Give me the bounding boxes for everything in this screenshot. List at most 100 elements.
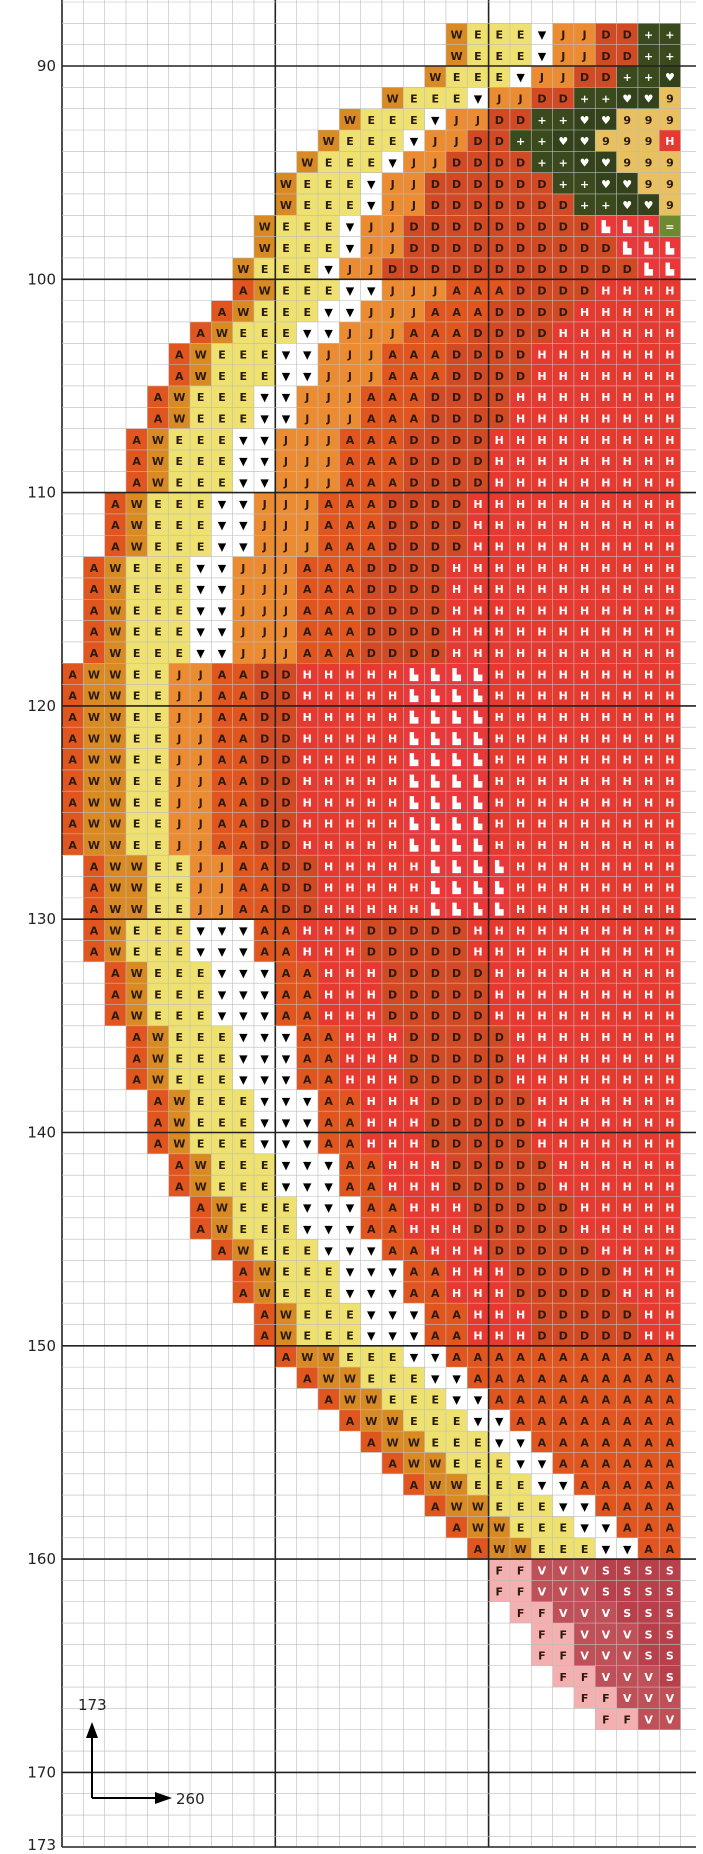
- stitch-cell: [573, 172, 596, 194]
- stitch-symbol: H: [303, 754, 312, 767]
- stitch-cell: [296, 364, 318, 386]
- stitch-symbol: H: [644, 818, 653, 831]
- stitch-cell: [445, 535, 468, 557]
- stitch-symbol: ▼: [538, 50, 547, 63]
- stitch-symbol: D: [409, 1031, 418, 1044]
- stitch-symbol: A: [666, 1436, 675, 1449]
- stitch-symbol: E: [496, 1458, 504, 1471]
- stitch-cell: [531, 215, 553, 237]
- stitch-cell: [253, 279, 276, 301]
- stitch-cell: [552, 66, 574, 88]
- stitch-cell: [573, 87, 596, 109]
- stitch-cell: [637, 855, 660, 877]
- stitch-cell: [488, 428, 510, 450]
- stitch-symbol: ▙: [430, 774, 440, 788]
- stitch-symbol: ▙: [473, 667, 483, 681]
- stitch-symbol: H: [559, 647, 568, 660]
- stitch-symbol: H: [303, 711, 312, 724]
- stitch-cell: [659, 855, 681, 877]
- stitch-symbol: D: [473, 1180, 482, 1193]
- stitch-symbol: H: [452, 583, 461, 596]
- stitch-cell: [339, 492, 361, 514]
- stitch-symbol: E: [240, 391, 248, 404]
- stitch-cell: [104, 833, 126, 856]
- stitch-symbol: ▙: [473, 817, 483, 831]
- stitch-symbol: H: [559, 498, 568, 511]
- stitch-symbol: D: [452, 1159, 461, 1172]
- stitch-cell: [317, 535, 340, 557]
- stitch-cell: [424, 812, 446, 834]
- stitch-cell: [509, 556, 532, 578]
- stitch-symbol: D: [537, 263, 546, 276]
- stitch-symbol: H: [644, 860, 653, 873]
- stitch-symbol: A: [260, 1330, 269, 1343]
- stitch-symbol: +: [559, 178, 568, 191]
- stitch-symbol: A: [538, 1436, 547, 1449]
- stitch-symbol: A: [388, 476, 397, 489]
- stitch-symbol: H: [516, 583, 525, 596]
- stitch-cell: [168, 343, 190, 365]
- stitch-symbol: H: [644, 562, 653, 575]
- stitch-symbol: J: [176, 711, 181, 724]
- stitch-symbol: H: [623, 455, 632, 468]
- stitch-cell: [637, 193, 660, 216]
- stitch-cell: [531, 492, 553, 514]
- stitch-symbol: D: [431, 220, 440, 233]
- stitch-symbol: J: [539, 71, 544, 84]
- stitch-cell: [232, 876, 254, 898]
- stitch-cell: [275, 428, 297, 450]
- stitch-cell: [573, 535, 596, 557]
- stitch-symbol: E: [218, 1159, 226, 1172]
- stitch-cell: [104, 492, 126, 514]
- stitch-cell: [147, 748, 169, 770]
- stitch-cell: [232, 471, 254, 493]
- stitch-symbol: H: [516, 732, 525, 745]
- stitch-symbol: D: [537, 242, 546, 255]
- stitch-symbol: A: [644, 1543, 653, 1556]
- stitch-symbol: H: [537, 860, 546, 873]
- stitch-symbol: D: [388, 967, 397, 980]
- stitch-symbol: H: [644, 1010, 653, 1023]
- stitch-cell: [659, 87, 681, 109]
- stitch-symbol: H: [644, 1116, 653, 1129]
- stitch-symbol: ▼: [346, 1202, 355, 1215]
- stitch-symbol: H: [516, 754, 525, 767]
- stitch-cell: [381, 449, 404, 472]
- stitch-cell: [488, 535, 510, 557]
- stitch-symbol: A: [132, 1052, 141, 1065]
- stitch-symbol: E: [218, 1116, 226, 1129]
- stitch-symbol: H: [623, 1180, 632, 1193]
- stitch-cell: [467, 428, 489, 450]
- stitch-symbol: A: [90, 882, 99, 895]
- stitch-symbol: E: [176, 498, 184, 511]
- stitch-symbol: E: [154, 1010, 162, 1023]
- stitch-cell: [232, 727, 254, 749]
- stitch-cell: [509, 428, 532, 450]
- stitch-cell: [104, 641, 126, 664]
- stitch-symbol: H: [665, 818, 674, 831]
- stitch-cell: [381, 812, 404, 834]
- stitch-cell: [360, 407, 382, 429]
- stitch-cell: [296, 577, 318, 600]
- stitch-symbol: D: [431, 583, 440, 596]
- stitch-cell: [637, 492, 660, 514]
- stitch-cell: [317, 257, 340, 280]
- stitch-cell: [104, 556, 126, 578]
- stitch-cell: [211, 428, 233, 450]
- stitch-symbol: E: [304, 242, 312, 255]
- stitch-symbol: ▼: [410, 135, 419, 148]
- stitch-cell: [424, 663, 446, 685]
- stitch-cell: [62, 663, 84, 685]
- stitch-symbol: E: [261, 306, 269, 319]
- stitch-symbol: H: [516, 796, 525, 809]
- stitch-symbol: D: [431, 924, 440, 937]
- stitch-symbol: H: [623, 1223, 632, 1236]
- stitch-cell: [616, 44, 638, 66]
- stitch-cell: [211, 321, 233, 344]
- stitch-symbol: E: [261, 1180, 269, 1193]
- stitch-cell: [488, 257, 510, 280]
- stitch-symbol: D: [516, 1266, 525, 1279]
- stitch-cell: [488, 492, 510, 514]
- stitch-symbol: D: [580, 1287, 589, 1300]
- stitch-symbol: H: [303, 818, 312, 831]
